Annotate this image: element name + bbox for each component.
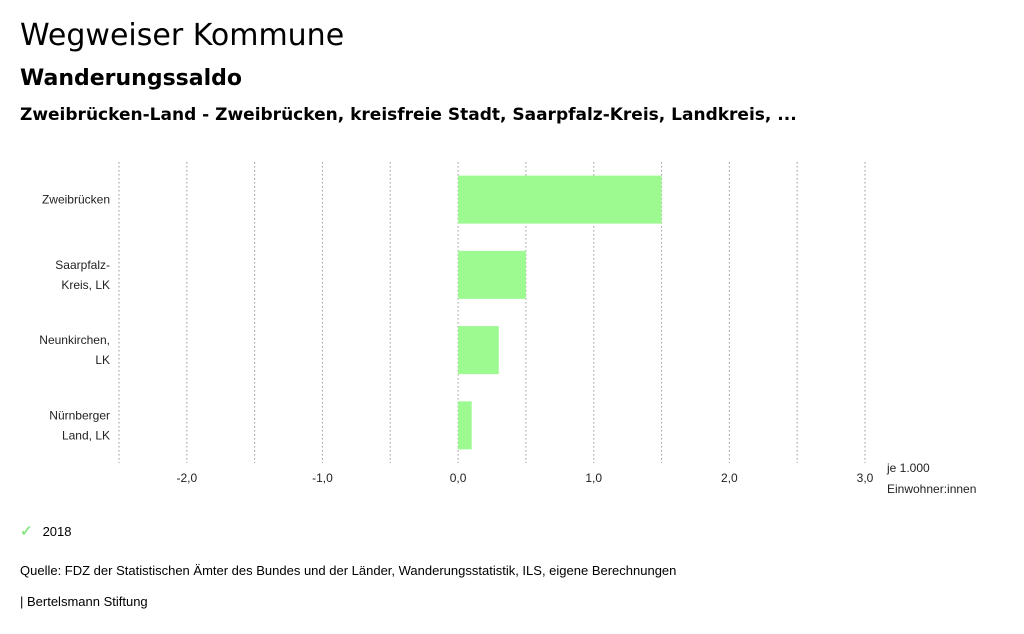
region-title: Zweibrücken-Land - Zweibrücken, kreisfre… (20, 105, 797, 125)
page-title: Wegweiser Kommune (20, 18, 345, 53)
bars (458, 175, 662, 450)
axis-label: Einwohner:innen (887, 482, 976, 496)
tick-label: 2,0 (721, 471, 738, 485)
bar[interactable] (458, 401, 472, 450)
tick-labels: -2,0 -1,0 0,0 1,0 2,0 3,0 (176, 471, 873, 485)
category-label: Zweibrücken (42, 193, 110, 207)
category-label: Nürnberger (49, 408, 110, 422)
tick-label: -2,0 (176, 471, 197, 485)
bar[interactable] (458, 175, 662, 224)
tick-label: -1,0 (312, 471, 333, 485)
chart-subtitle: Wanderungssaldo (20, 66, 243, 91)
bar[interactable] (458, 250, 526, 299)
category-label: LK (95, 353, 110, 367)
axis-unit-label: je 1.000 Einwohner:innen (886, 461, 976, 496)
bar[interactable] (458, 326, 499, 375)
category-label: Neunkirchen, (39, 333, 110, 347)
brand-note: | Bertelsmann Stiftung (20, 594, 148, 609)
legend[interactable]: ✓ 2018 (20, 522, 72, 540)
tick-label: 3,0 (857, 471, 874, 485)
category-label: Saarpfalz- (55, 258, 110, 272)
category-label: Land, LK (62, 428, 110, 442)
tick-label: 1,0 (585, 471, 602, 485)
check-icon: ✓ (20, 523, 33, 540)
source-note: Quelle: FDZ der Statistischen Ämter des … (20, 563, 677, 578)
legend-label: 2018 (42, 523, 72, 539)
category-labels: Zweibrücken Saarpfalz- Kreis, LK Neunkirche… (39, 193, 110, 443)
tick-label: 0,0 (450, 471, 467, 485)
axis-label: je 1.000 (886, 461, 930, 475)
category-label: Kreis, LK (61, 278, 110, 292)
